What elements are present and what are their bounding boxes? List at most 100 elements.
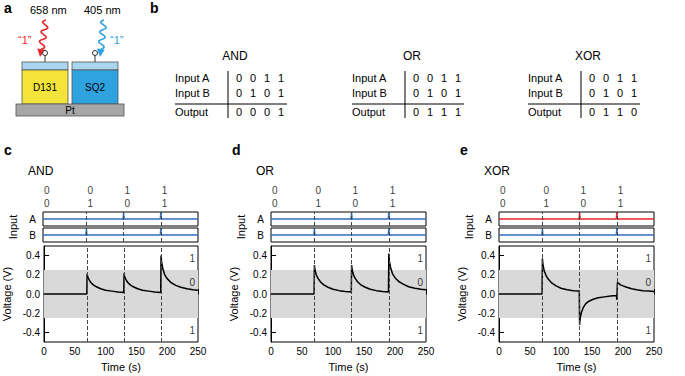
svg-text:1: 1 [455,87,461,99]
svg-text:0: 0 [250,72,256,84]
svg-text:1: 1 [617,72,623,84]
svg-text:250: 250 [646,346,663,357]
svg-text:0.2: 0.2 [26,269,40,280]
svg-text:“1”: “1” [110,34,124,46]
svg-text:1: 1 [315,198,321,209]
svg-text:A: A [29,214,36,225]
svg-text:1: 1 [278,87,284,99]
svg-text:0.0: 0.0 [481,289,495,300]
svg-text:100: 100 [97,346,114,357]
svg-text:0: 0 [603,72,609,84]
svg-text:-0.4: -0.4 [250,327,268,338]
svg-text:Time (s): Time (s) [329,361,369,373]
svg-text:OR: OR [403,49,421,63]
svg-text:Input: Input [7,215,19,239]
svg-text:0: 0 [496,346,502,357]
svg-text:0: 0 [631,106,637,118]
svg-text:D131: D131 [33,82,57,93]
svg-text:SQ2: SQ2 [85,82,105,93]
svg-text:1: 1 [631,72,637,84]
svg-text:c: c [4,142,12,158]
svg-text:1: 1 [390,198,396,209]
svg-text:XOR: XOR [484,164,510,178]
svg-text:0: 0 [268,346,274,357]
svg-text:0: 0 [543,185,549,196]
svg-text:0: 0 [417,277,423,288]
svg-text:-0.2: -0.2 [250,308,268,319]
svg-text:Input B: Input B [352,87,387,99]
svg-text:B: B [485,230,492,241]
svg-text:100: 100 [325,346,342,357]
svg-text:0: 0 [236,106,242,118]
svg-text:1: 1 [353,185,359,196]
svg-text:1: 1 [543,198,549,209]
svg-text:B: B [29,230,36,241]
svg-text:Time (s): Time (s) [557,361,597,373]
svg-text:150: 150 [584,346,601,357]
svg-text:1: 1 [441,106,447,118]
svg-text:Time (s): Time (s) [101,361,141,373]
svg-text:0: 0 [589,72,595,84]
svg-text:Input A: Input A [528,72,563,84]
svg-text:0.0: 0.0 [26,289,40,300]
svg-text:1: 1 [581,185,587,196]
svg-text:50: 50 [69,346,81,357]
svg-text:1: 1 [278,72,284,84]
svg-text:1: 1 [618,185,624,196]
svg-text:1: 1 [278,106,284,118]
svg-text:200: 200 [387,346,404,357]
svg-text:Pt: Pt [65,105,75,116]
svg-text:XOR: XOR [575,49,601,63]
svg-text:OR: OR [256,164,274,178]
svg-text:0: 0 [581,198,587,209]
svg-text:1: 1 [645,253,651,264]
svg-text:Input B: Input B [175,87,210,99]
svg-text:1: 1 [603,87,609,99]
svg-text:1: 1 [427,87,433,99]
svg-text:Output: Output [352,106,385,118]
svg-text:0.4: 0.4 [26,250,40,261]
svg-text:Input B: Input B [528,87,563,99]
svg-text:0: 0 [589,106,595,118]
svg-text:0.4: 0.4 [481,250,495,261]
svg-text:1: 1 [264,72,270,84]
svg-text:250: 250 [418,346,435,357]
svg-text:0: 0 [617,87,623,99]
svg-text:1: 1 [162,198,168,209]
svg-text:Output: Output [175,106,208,118]
svg-text:Voltage (V): Voltage (V) [1,267,13,321]
svg-text:A: A [485,214,492,225]
svg-text:250: 250 [190,346,207,357]
svg-text:1: 1 [427,106,433,118]
svg-text:d: d [232,142,241,158]
svg-text:1: 1 [390,185,396,196]
svg-text:0: 0 [645,277,651,288]
svg-text:Input A: Input A [175,72,210,84]
svg-text:B: B [257,230,264,241]
svg-text:658 nm: 658 nm [30,4,67,16]
svg-text:1: 1 [617,106,623,118]
svg-text:1: 1 [603,106,609,118]
svg-text:0: 0 [413,72,419,84]
svg-text:0: 0 [264,106,270,118]
svg-text:Voltage (V): Voltage (V) [228,267,240,321]
svg-text:1: 1 [162,185,168,196]
svg-text:0: 0 [125,198,131,209]
svg-text:0.2: 0.2 [481,269,495,280]
svg-text:Input A: Input A [352,72,387,84]
svg-text:0: 0 [441,87,447,99]
svg-text:-0.4: -0.4 [478,327,496,338]
svg-text:AND: AND [222,49,248,63]
svg-text:200: 200 [615,346,632,357]
svg-text:0: 0 [87,185,93,196]
svg-text:Input: Input [235,215,247,239]
svg-text:0: 0 [353,198,359,209]
svg-text:-0.2: -0.2 [478,308,496,319]
svg-text:1: 1 [189,325,195,336]
svg-text:0: 0 [44,198,50,209]
svg-text:0: 0 [272,185,278,196]
svg-text:1: 1 [189,253,195,264]
svg-text:e: e [460,142,468,158]
svg-text:1: 1 [631,87,637,99]
svg-text:b: b [150,0,159,16]
